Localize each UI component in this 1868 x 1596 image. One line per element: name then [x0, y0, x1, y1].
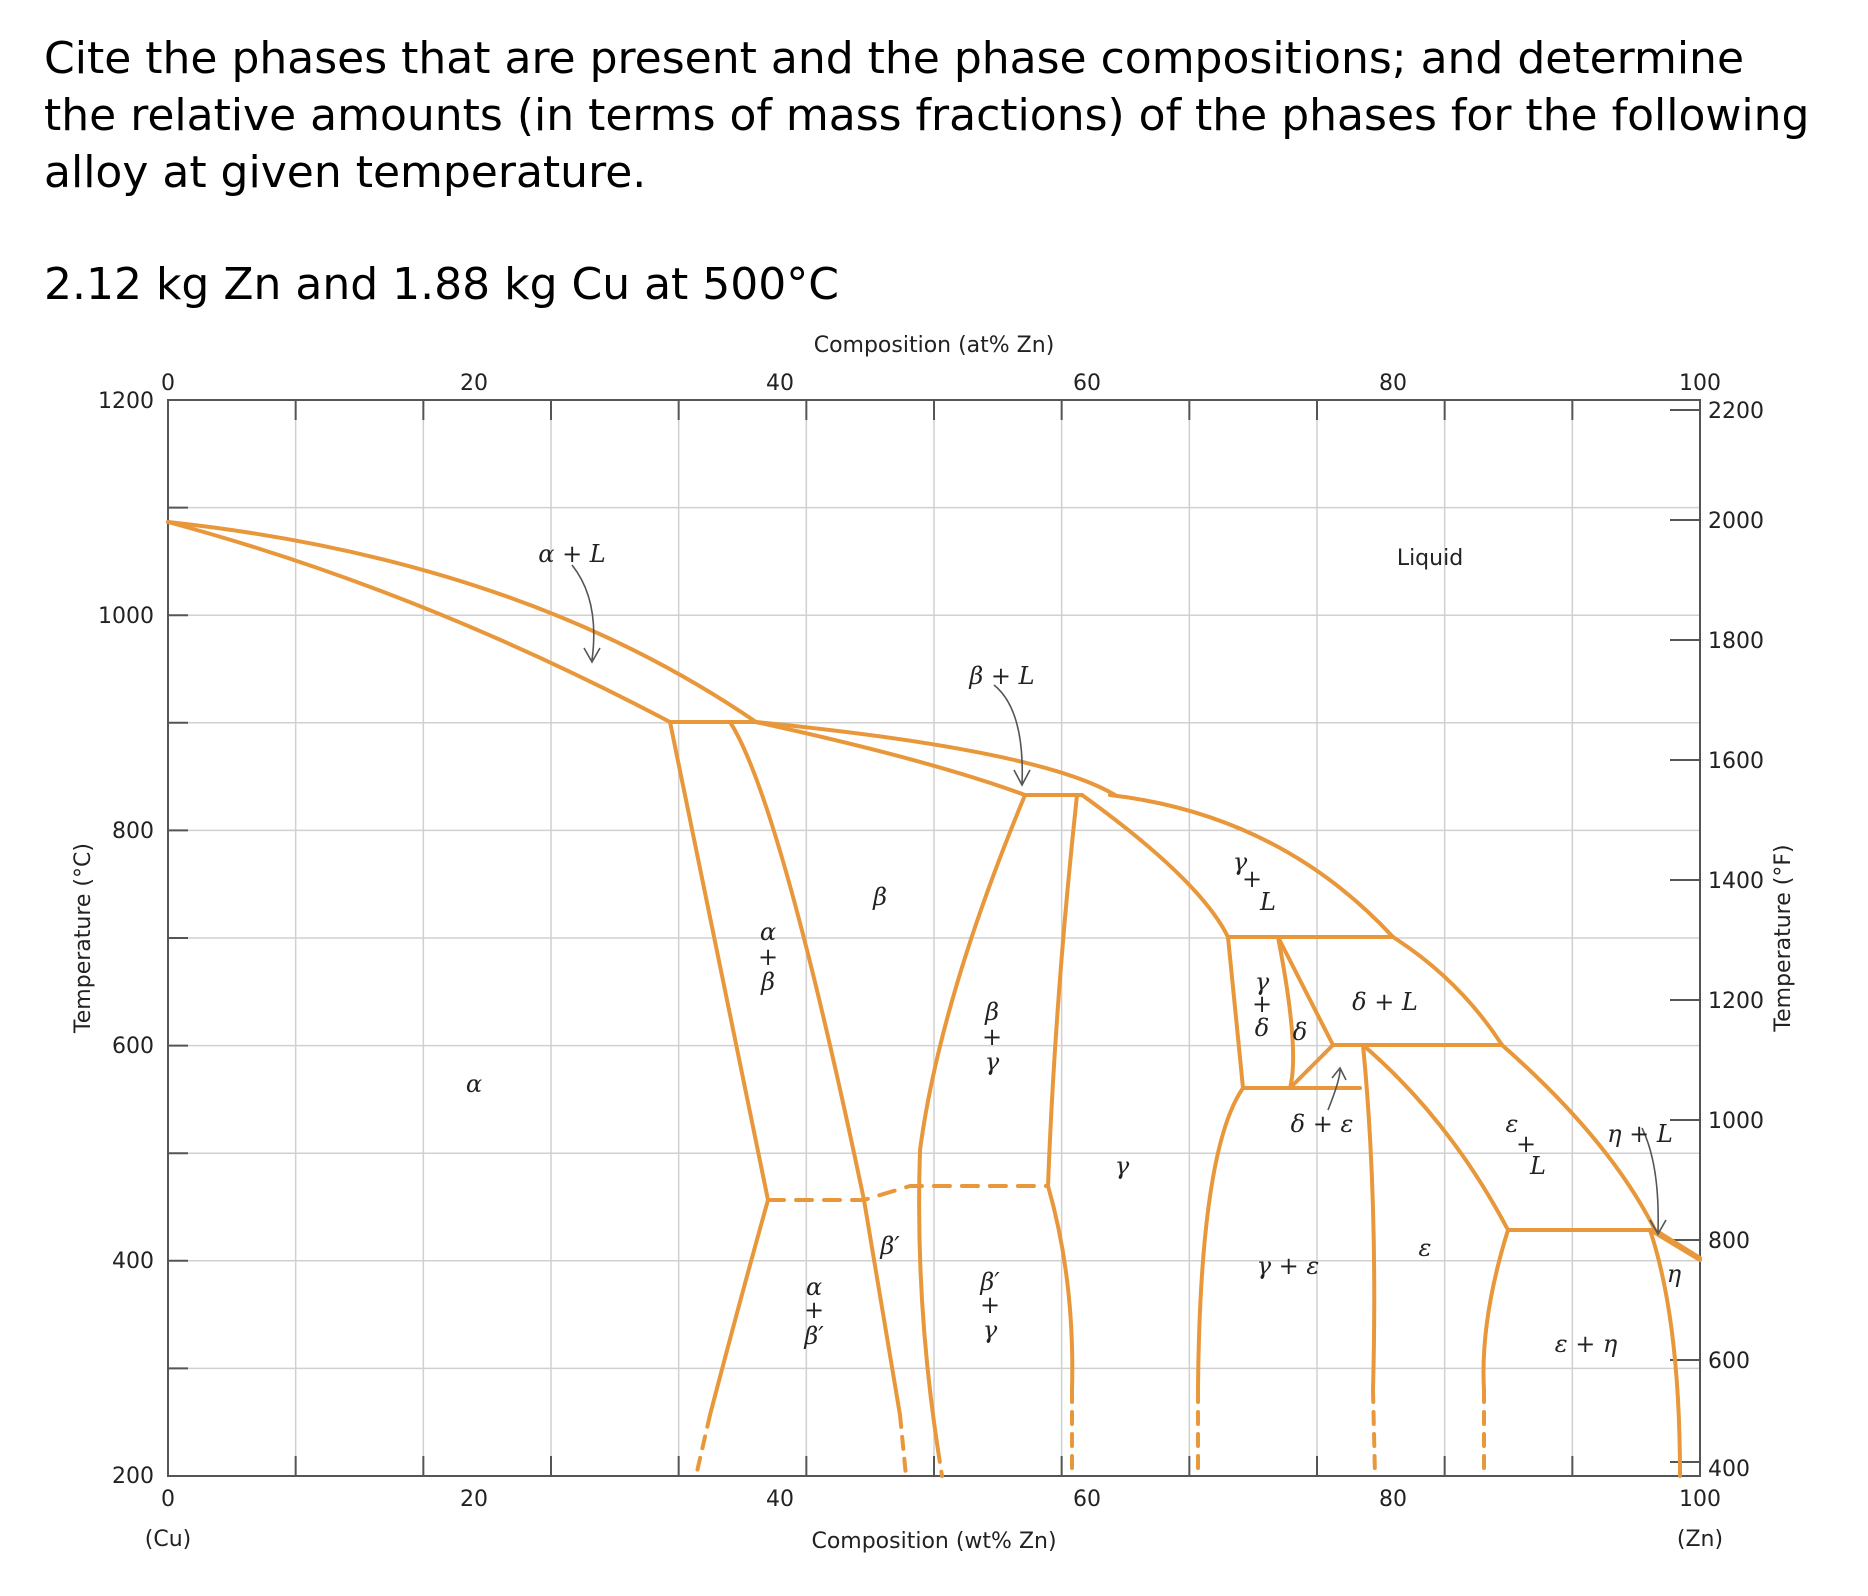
left-axis-label: Temperature (°C) — [71, 843, 96, 1034]
bottom-tick-label: 100 — [1679, 1487, 1721, 1512]
phase-boundaries — [166, 520, 1702, 1478]
region-gamma-L-2: + — [1242, 865, 1262, 893]
bottom-tick-label: 80 — [1379, 1487, 1407, 1512]
delta-left — [1276, 935, 1296, 1090]
left-tick-label: 600 — [112, 1034, 154, 1059]
top-tick-label: 0 — [161, 371, 175, 396]
region-alpha-betaprime-2: + — [804, 1296, 824, 1324]
liquidus-eps — [1500, 1043, 1657, 1232]
bottom-tick-label: 60 — [1073, 1487, 1101, 1512]
eta-solvus — [1648, 1228, 1682, 1478]
bottom-tick-label: 40 — [766, 1487, 794, 1512]
left-tick-label: 800 — [112, 819, 154, 844]
region-alpha-betaprime-1: α — [806, 1273, 822, 1301]
zinc-end-label: (Zn) — [1677, 1527, 1723, 1552]
beta-left-dash — [898, 1413, 908, 1478]
liquidus-delta — [1391, 935, 1504, 1047]
region-alpha: α — [466, 1070, 482, 1098]
top-tick-label: 40 — [766, 371, 794, 396]
solidus-beta — [754, 720, 1027, 797]
region-betaprime: β′ — [879, 1232, 900, 1260]
region-gamma-plus-epsilon: γ + ε — [1257, 1252, 1320, 1280]
alpha-solvus-dash — [694, 1413, 712, 1478]
left-tick-label: 1200 — [98, 389, 154, 414]
right-tick-label: 2000 — [1708, 509, 1764, 534]
right-tick-label: 800 — [1708, 1229, 1750, 1254]
delta-right — [1276, 935, 1335, 1090]
region-alpha-beta-3: β — [760, 968, 775, 996]
region-beta-gamma-3: γ — [985, 1048, 1000, 1076]
beta-gamma-left-dash — [936, 1448, 944, 1478]
bottom-tick-label: 0 — [161, 1487, 175, 1512]
beta-left — [728, 720, 902, 1417]
gamma-L-solidus — [1080, 793, 1230, 939]
copper-end-label: (Cu) — [145, 1527, 191, 1552]
right-tick-label: 1600 — [1708, 749, 1764, 774]
right-tick-label: 1400 — [1708, 869, 1764, 894]
region-gamma: γ — [1115, 1152, 1130, 1180]
eps-left — [1361, 1043, 1377, 1392]
leader-arrows — [571, 564, 1667, 1236]
eps-right — [1361, 1043, 1510, 1392]
region-gamma-L-1: γ — [1233, 848, 1248, 876]
region-epsilon-plus-eta: ε + η — [1555, 1330, 1618, 1358]
right-axis-label: Temperature (°F) — [1771, 844, 1796, 1032]
tick-marks — [168, 400, 1700, 1476]
region-alpha-beta-2: + — [758, 943, 778, 971]
region-alpha-plus-liquid: α + L — [538, 540, 606, 568]
solidus-alpha — [166, 520, 672, 724]
left-tick-label: 1000 — [98, 604, 154, 629]
region-betaprime-gamma-1: β′ — [979, 1268, 1000, 1296]
region-gamma-delta-1: γ — [1255, 968, 1270, 996]
question-text: Cite the phases that are present and the… — [44, 33, 1810, 198]
bottom-axis-label: Composition (wt% Zn) — [811, 1529, 1056, 1554]
region-beta: β — [872, 883, 887, 911]
region-delta-plus-epsilon: δ + ε — [1291, 1110, 1354, 1138]
top-tick-label: 20 — [460, 371, 488, 396]
region-delta: δ — [1293, 1018, 1307, 1046]
region-beta-plus-liquid: β + L — [968, 662, 1034, 690]
top-tick-label: 100 — [1679, 371, 1721, 396]
liquidus-gamma — [1108, 793, 1395, 939]
right-tick-label: 1000 — [1708, 1109, 1764, 1134]
region-eta-plus-liquid: η + L — [1607, 1120, 1673, 1148]
region-alpha-betaprime-3: β′ — [803, 1322, 824, 1350]
order-line-dash — [766, 1184, 1050, 1202]
alloy-condition: 2.12 kg Zn and 1.88 kg Cu at 500°C — [44, 259, 839, 310]
eps-left-dash — [1371, 1388, 1377, 1478]
top-axis-label: Composition (at% Zn) — [814, 333, 1055, 358]
region-beta-gamma-2: + — [982, 1023, 1002, 1051]
region-eps-L-2: + — [1516, 1130, 1536, 1158]
region-eps-L-1: ε — [1506, 1110, 1519, 1138]
region-beta-gamma-1: β — [984, 998, 999, 1026]
region-alpha-beta-1: α — [760, 918, 776, 946]
region-delta-plus-liquid: δ + L — [1352, 988, 1418, 1016]
region-epsilon: ε — [1419, 1234, 1432, 1262]
region-gamma-delta-3: δ — [1255, 1014, 1269, 1042]
top-tick-label: 80 — [1379, 371, 1407, 396]
right-tick-label: 600 — [1708, 1349, 1750, 1374]
right-tick-label: 400 — [1708, 1457, 1750, 1482]
region-betaprime-gamma-2: + — [980, 1291, 1000, 1319]
left-tick-label: 200 — [112, 1464, 154, 1489]
region-betaprime-gamma-3: γ — [983, 1316, 998, 1344]
liquidus-alpha — [166, 520, 758, 724]
right-tick-label: 2200 — [1708, 399, 1764, 424]
bottom-tick-label: 20 — [460, 1487, 488, 1512]
gamma-left — [1046, 793, 1079, 1392]
right-tick-label: 1200 — [1708, 989, 1764, 1014]
left-tick-label: 400 — [112, 1249, 154, 1274]
region-gamma-L-3: L — [1259, 888, 1276, 916]
region-gamma-delta-2: + — [1252, 990, 1272, 1018]
top-tick-label: 60 — [1073, 371, 1101, 396]
region-eps-L-3: L — [1529, 1152, 1546, 1180]
right-tick-label: 1800 — [1708, 629, 1764, 654]
beta-gamma-left — [917, 793, 1027, 1452]
region-liquid: Liquid — [1397, 546, 1463, 571]
liquidus-beta — [754, 720, 1117, 797]
gamma-right — [1196, 935, 1245, 1392]
region-eta: η — [1667, 1260, 1682, 1288]
alpha-solvus — [668, 720, 770, 1417]
